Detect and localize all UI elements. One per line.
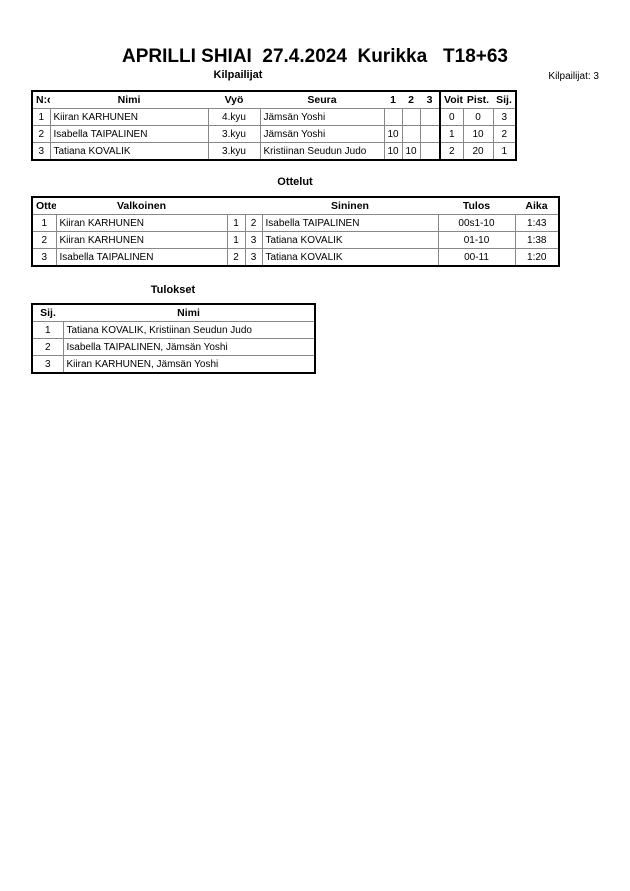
table-row: 2 Isabella TAIPALINEN, Jämsän Yoshi <box>31 338 316 356</box>
table-cell <box>419 125 441 143</box>
header-row: N:oNimiVyöSeura123Voit.Pist.Sij. <box>32 91 516 109</box>
table-cell: Isabella TAIPALINEN <box>55 248 228 267</box>
table-cell: 01-10 <box>437 231 516 249</box>
table-cell <box>419 108 441 126</box>
table-cell: 1:38 <box>514 231 560 249</box>
column-header: 2 <box>402 91 420 109</box>
column-header: Sij. <box>32 304 63 322</box>
page-title: APRILLI SHIAI 27.4.2024 Kurikka T18+63 <box>122 46 508 67</box>
column-header: Sij. <box>493 91 516 109</box>
column-header: Seura <box>260 91 384 109</box>
table-cell: Kiiran KARHUNEN, Jämsän Yoshi <box>62 355 316 374</box>
table-row: 3 Kiiran KARHUNEN, Jämsän Yoshi <box>31 355 316 374</box>
table-cell <box>401 125 421 143</box>
column-header: N:o <box>32 91 50 109</box>
table-cell: 00s1-10 <box>437 214 516 232</box>
table-cell: 1 <box>31 321 64 339</box>
table-cell: 1 <box>31 108 51 126</box>
column-header: Nimi <box>63 304 315 322</box>
table-cell: 1 <box>492 142 517 161</box>
table-cell: 3.kyu <box>207 125 261 143</box>
competitor-count: Kilpailijat: 3 <box>548 71 599 82</box>
table-cell: Kiiran KARHUNEN <box>55 214 228 232</box>
table-cell: 3 <box>492 108 517 126</box>
table-cell: 2 <box>31 125 51 143</box>
table-cell: 3 <box>244 248 263 267</box>
table-row: 2 Kiiran KARHUNEN 1 3 Tatiana KOVALIK 01-10 1:… <box>31 231 560 249</box>
column-header: Sininen <box>262 197 438 215</box>
table-cell: 1 <box>439 125 464 143</box>
table-cell: 3 <box>31 355 64 374</box>
table-cell: Tatiana KOVALIK <box>261 248 439 267</box>
table-row: 3 Tatiana KOVALIK 3.kyu Kristiinan Seudun J… <box>31 142 517 161</box>
column-header: Voit. <box>439 91 463 109</box>
table-cell: 10 <box>462 125 494 143</box>
table-cell: 1 <box>31 214 57 232</box>
table-cell: 0 <box>462 108 494 126</box>
table-cell <box>401 108 421 126</box>
column-header: Ottelu <box>32 197 56 215</box>
table-cell: 0 <box>439 108 464 126</box>
table-cell: Isabella TAIPALINEN, Jämsän Yoshi <box>62 338 316 356</box>
column-header: Vyö <box>208 91 260 109</box>
matches-table: OtteluValkoinenSininenTulosAika1Kiiran K… <box>31 196 560 267</box>
column-header: 3 <box>420 91 440 109</box>
table-cell: 3 <box>31 142 51 161</box>
competitors-table: N:oNimiVyöSeura123Voit.Pist.Sij.1Kiiran … <box>31 90 517 161</box>
table-row: 3 Isabella TAIPALINEN 2 3 Tatiana KOVALIK 00-… <box>31 248 560 267</box>
table-cell: Kiiran KARHUNEN <box>55 231 228 249</box>
table-cell: 1:43 <box>514 214 560 232</box>
table-cell <box>419 142 441 161</box>
table-cell: Jämsän Yoshi <box>259 108 385 126</box>
table-cell: 4.kyu <box>207 108 261 126</box>
column-header: Aika <box>515 197 559 215</box>
table-cell: 10 <box>383 125 403 143</box>
table-cell: 3 <box>31 248 57 267</box>
table-cell: Isabella TAIPALINEN <box>49 125 209 143</box>
table-cell: 10 <box>383 142 403 161</box>
table-cell: 1 <box>226 214 246 232</box>
table-cell: 2 <box>439 142 464 161</box>
table-row: 1 Kiiran KARHUNEN 1 2 Isabella TAIPALINEN 00s… <box>31 214 560 232</box>
table-cell: 3.kyu <box>207 142 261 161</box>
table-cell: Tatiana KOVALIK, Kristiinan Seudun Judo <box>62 321 316 339</box>
column-header: Valkoinen <box>56 197 227 215</box>
matches-heading: Ottelut <box>277 176 313 188</box>
header-row: Sij. Nimi <box>32 304 315 322</box>
table-cell: Kristiinan Seudun Judo <box>259 142 385 161</box>
table-cell: 2 <box>226 248 246 267</box>
table-cell: Jämsän Yoshi <box>259 125 385 143</box>
table-cell: Tatiana KOVALIK <box>261 231 439 249</box>
table-cell: 20 <box>462 142 494 161</box>
column-header: 1 <box>384 91 402 109</box>
table-row: 2 Isabella TAIPALINEN 3.kyu Jämsän Yoshi 10 1… <box>31 125 517 143</box>
table-cell: Isabella TAIPALINEN <box>261 214 439 232</box>
table-cell: 2 <box>31 338 64 356</box>
table-cell <box>383 108 403 126</box>
column-header <box>245 197 262 215</box>
table-row: 1 Tatiana KOVALIK, Kristiinan Seudun Judo <box>31 321 316 339</box>
table-cell: 2 <box>244 214 263 232</box>
column-header: Pist. <box>463 91 493 109</box>
column-header: Nimi <box>50 91 208 109</box>
results-heading: Tulokset <box>150 284 196 296</box>
table-cell: 1 <box>226 231 246 249</box>
column-header: Tulos <box>438 197 515 215</box>
table-row: 1 Kiiran KARHUNEN 4.kyu Jämsän Yoshi 0 0 3 <box>31 108 517 126</box>
table-cell: 3 <box>244 231 263 249</box>
table-cell: 1:20 <box>514 248 560 267</box>
competitors-heading: Kilpailijat <box>213 69 263 81</box>
table-cell: 10 <box>401 142 421 161</box>
table-cell: 2 <box>31 231 57 249</box>
column-header <box>227 197 245 215</box>
table-cell: Kiiran KARHUNEN <box>49 108 209 126</box>
table-cell: 2 <box>492 125 517 143</box>
results-table: Sij. Nimi 1 Tatiana KOVALIK, Kristiinan Seu… <box>31 303 316 374</box>
table-cell: Tatiana KOVALIK <box>49 142 209 161</box>
table-cell: 00-11 <box>437 248 516 267</box>
